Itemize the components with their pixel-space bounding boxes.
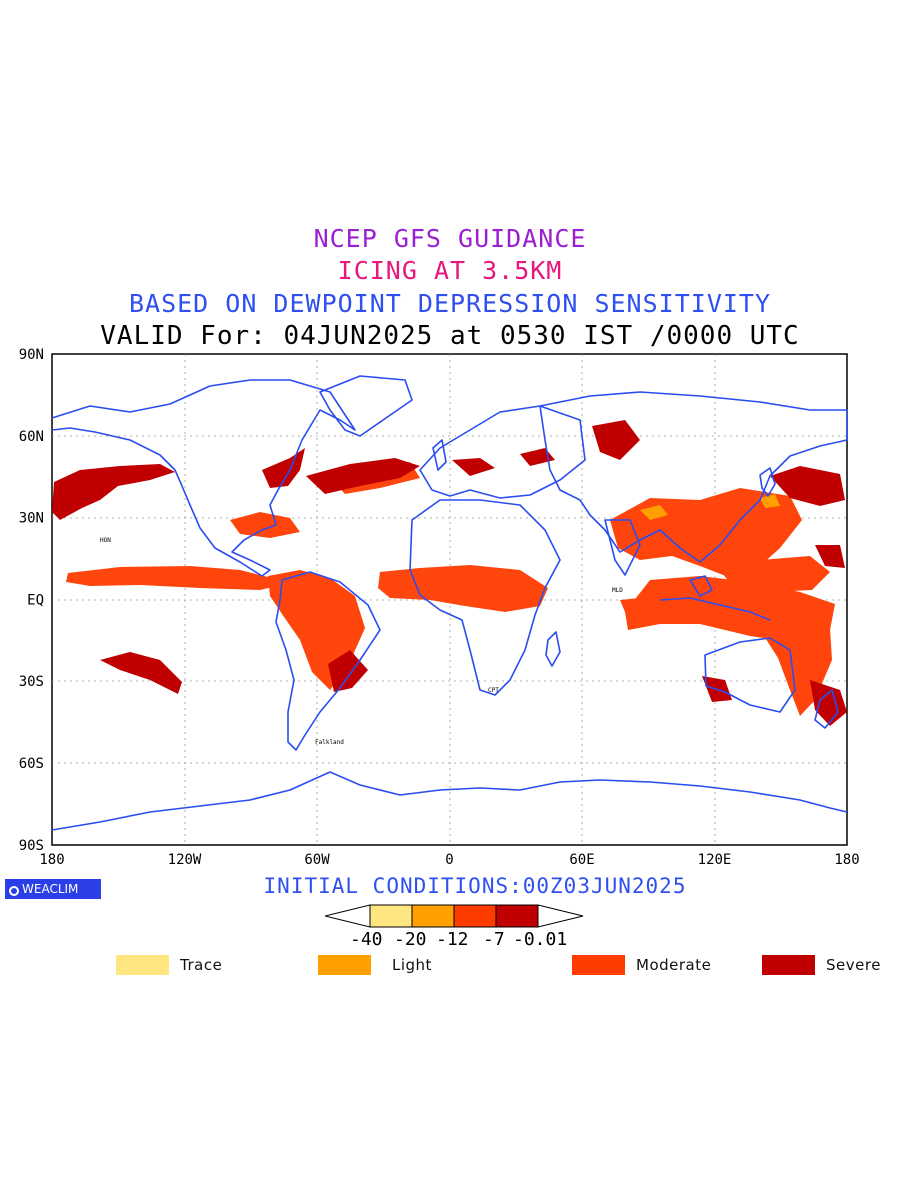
place-label: MLD — [612, 587, 623, 594]
legend-swatch-light — [318, 955, 371, 975]
gridlines — [52, 354, 847, 845]
logo-text: WEACLIM — [22, 882, 79, 896]
x-tick-label: 120W — [168, 852, 202, 868]
x-tick-label: 60E — [569, 852, 594, 868]
icing-field-light — [640, 494, 780, 520]
colorbar-trace — [369, 904, 413, 928]
legend-label-trace: Trace — [180, 956, 223, 974]
valid-time-title: VALID For: 04JUN2025 at 0530 IST /0000 U… — [100, 321, 800, 351]
colorbar-severe — [495, 904, 539, 928]
legend-swatch-trace — [116, 955, 169, 975]
colorbar-label: -20 — [394, 929, 427, 950]
y-tick-label: 30N — [19, 511, 44, 527]
title-line-2: ICING AT 3.5KM — [337, 256, 563, 285]
y-tick-label: 90S — [19, 838, 44, 854]
colorbar-light — [411, 904, 455, 928]
legend-label-light: Light — [392, 956, 432, 974]
title-line-1: NCEP GFS GUIDANCE — [313, 224, 587, 253]
legend-label-moderate: Moderate — [636, 956, 712, 974]
x-tick-label: 180 — [834, 852, 859, 868]
y-tick-label: 30S — [19, 674, 44, 690]
y-axis-labels: 90N 60N 30N EQ 30S 60S 90S — [19, 347, 44, 854]
coastlines — [51, 375, 848, 831]
y-tick-label: 60N — [19, 429, 44, 445]
logo-icon — [9, 886, 19, 896]
x-tick-label: 60W — [304, 852, 330, 868]
x-axis-labels: 180 120W 60W 0 60E 120E 180 — [39, 852, 859, 868]
initial-conditions: INITIAL CONDITIONS:00Z03JUN2025 — [263, 874, 687, 898]
legend-swatch-moderate — [572, 955, 625, 975]
x-tick-label: 0 — [445, 852, 453, 868]
place-label: CPT — [488, 687, 499, 694]
map-frame — [51, 353, 848, 846]
colorbar-low-arrow — [325, 904, 371, 928]
y-tick-label: 90N — [19, 347, 44, 363]
colorbar — [325, 904, 584, 928]
legend-swatch-severe — [762, 955, 815, 975]
weaclim-logo: WEACLIM — [5, 879, 101, 899]
icing-field-severe — [52, 420, 847, 726]
legend-label-severe: Severe — [826, 956, 881, 974]
y-tick-label: 60S — [19, 756, 44, 772]
title-line-3: BASED ON DEWPOINT DEPRESSION SENSITIVITY — [128, 289, 772, 318]
x-tick-label: 120E — [698, 852, 732, 868]
colorbar-high-arrow — [537, 904, 584, 928]
colorbar-moderate — [453, 904, 497, 928]
place-label: HON — [100, 537, 111, 544]
y-tick-label: EQ — [27, 592, 44, 608]
colorbar-label: -40 — [350, 929, 383, 950]
colorbar-label: -12 — [436, 929, 469, 950]
x-tick-label: 180 — [39, 852, 64, 868]
colorbar-label: -0.01 — [513, 929, 568, 950]
place-label: Falkland — [315, 739, 344, 746]
colorbar-label: -7 — [483, 929, 505, 950]
